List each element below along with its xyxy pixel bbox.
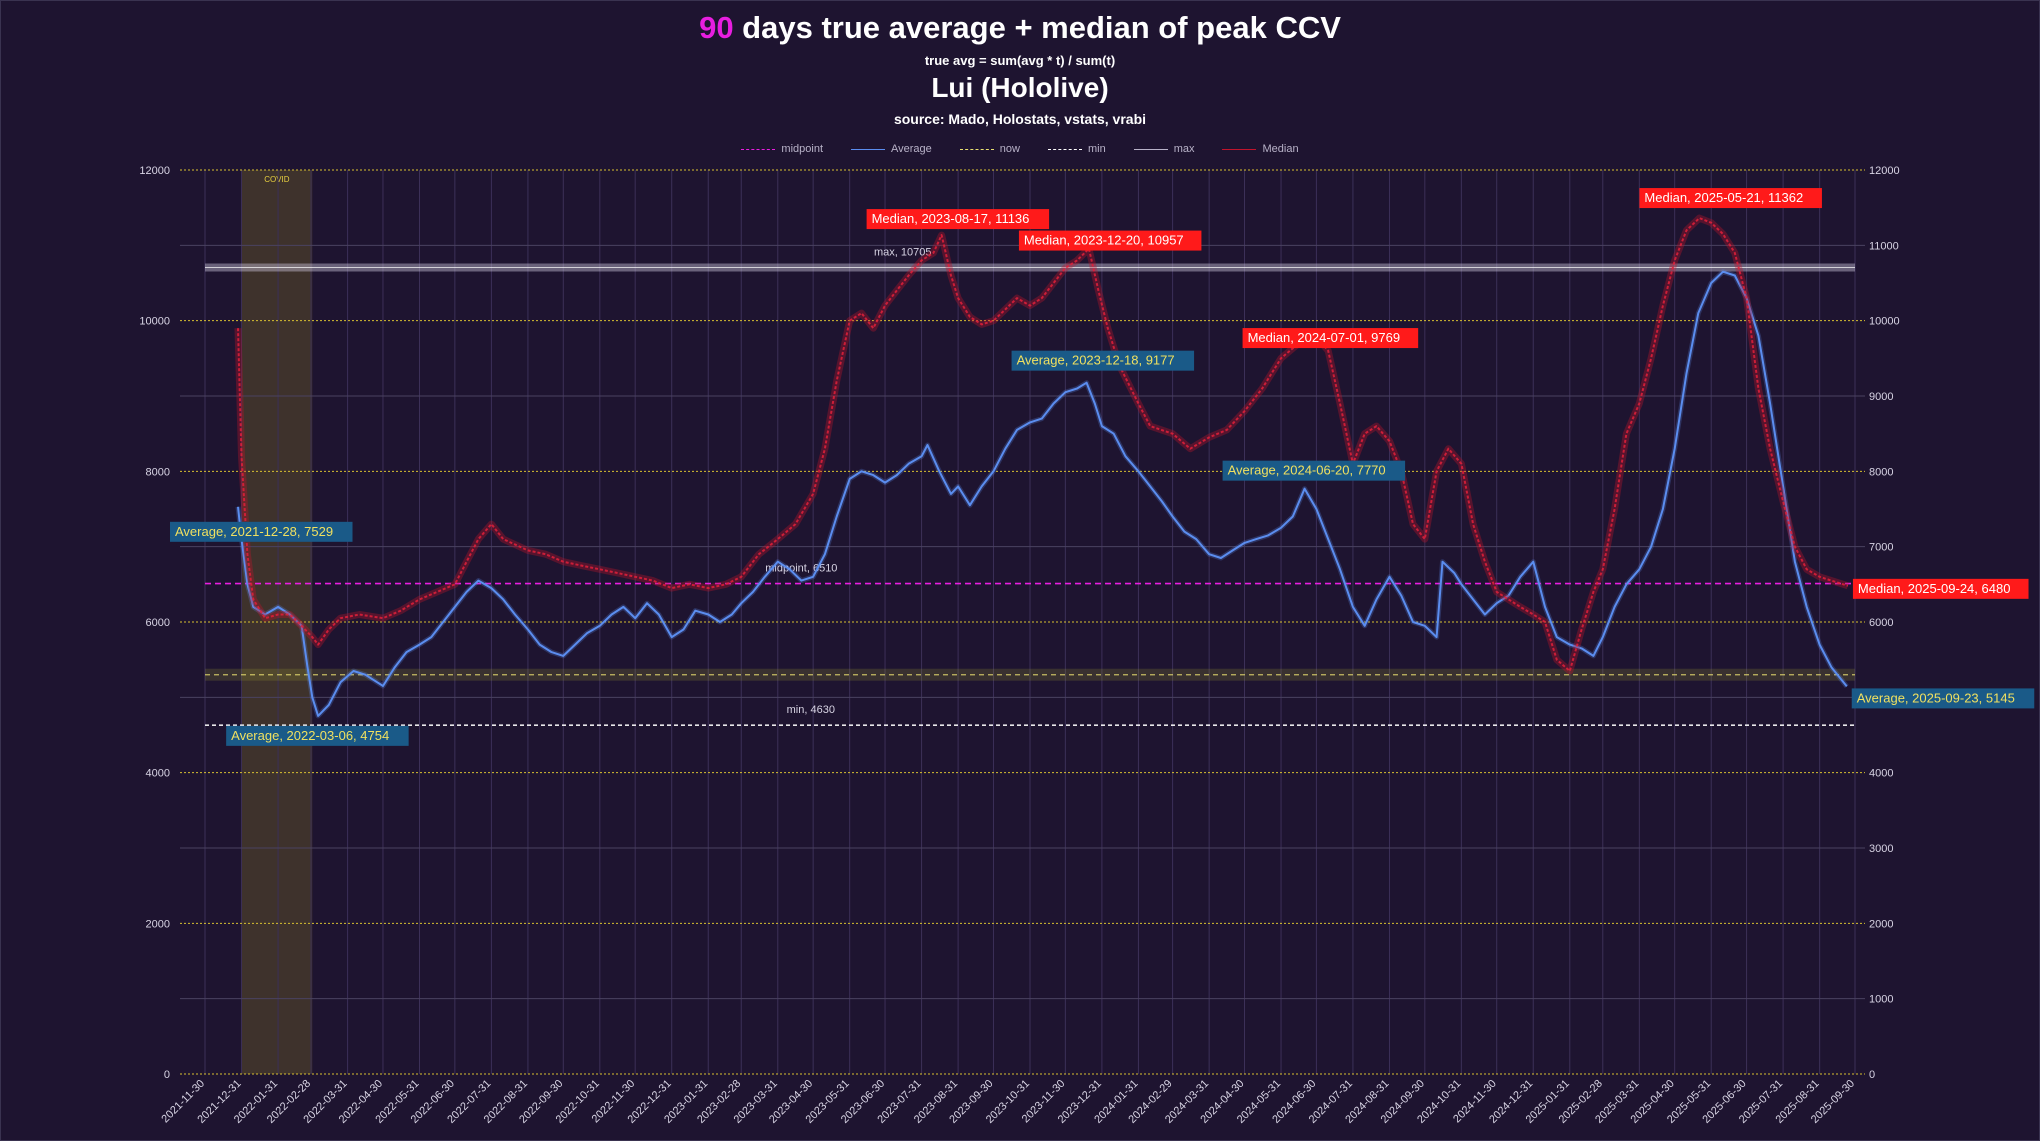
- y-tick-label-right: 2000: [1869, 918, 1893, 930]
- annotation-box: [1639, 188, 1822, 209]
- legend-item-midpoint: midpoint: [741, 141, 823, 157]
- legend-swatch: [741, 148, 776, 150]
- y-tick-label-left: 4000: [146, 768, 170, 780]
- min-label: min, 4630: [787, 704, 835, 716]
- y-tick-label-right: 8000: [1869, 466, 1893, 478]
- y-tick-label-right: 3000: [1869, 843, 1893, 855]
- max-label: max, 10705: [874, 247, 931, 259]
- chart-subject: Lui (Hololive): [931, 72, 1109, 103]
- covid-band-label: COVID: [264, 175, 290, 184]
- median-series-line: [237, 217, 1849, 672]
- y-tick-label-right: 10000: [1869, 316, 1900, 328]
- annotation-label: Median, 2025-05-21, 11362: [1644, 190, 1803, 205]
- y-tick-label-right: 9000: [1869, 391, 1893, 403]
- annotation-box: [226, 725, 409, 746]
- annotation-box: [866, 209, 1050, 230]
- y-tick-label-right: 6000: [1869, 617, 1893, 629]
- legend-label: Average: [891, 143, 932, 155]
- annotation-label: Average, 2023-12-18, 9177: [1017, 353, 1175, 368]
- annotation-box: [1018, 230, 1202, 251]
- legend-item-median: Median: [1222, 141, 1299, 157]
- average-series-line: [237, 270, 1848, 717]
- chart-source: source: Mado, Holostats, vstats, vrabi: [893, 111, 1147, 127]
- annotation-label: Average, 2024-06-20, 7770: [1228, 463, 1386, 478]
- chart-legend: midpoint Average now min max Median: [0, 141, 2040, 157]
- annotation-label: Median, 2023-08-17, 11136: [872, 211, 1030, 226]
- legend-label: now: [999, 143, 1020, 155]
- title-highlight: 90: [699, 10, 734, 45]
- legend-item-average: Average: [851, 141, 932, 157]
- legend-swatch: [1133, 148, 1168, 150]
- legend-swatch: [851, 148, 885, 150]
- y-tick-label-left: 10000: [139, 316, 170, 328]
- title-rest: days true average + median of peak CCV: [733, 10, 1341, 45]
- annotation-label: Median, 2023-12-20, 10957: [1024, 233, 1184, 248]
- median-series-glow: [234, 214, 1849, 675]
- y-tick-label-left: 0: [164, 1069, 170, 1081]
- annotation-box: [170, 521, 353, 542]
- y-tick-label-right: 12000: [1869, 165, 1900, 177]
- now-band: [205, 668, 1855, 681]
- annotation-box: [1222, 460, 1406, 481]
- legend-label: Median: [1262, 143, 1299, 155]
- average-series-glow: [235, 269, 1849, 719]
- y-tick-label-right: 11000: [1869, 240, 1899, 252]
- y-tick-label-right: 4000: [1869, 768, 1893, 780]
- legend-item-max: max: [1133, 141, 1195, 157]
- legend-label: min: [1087, 143, 1106, 155]
- annotation-label: Average, 2025-09-23, 5145: [1857, 690, 2015, 705]
- legend-label: midpoint: [781, 143, 823, 155]
- legend-label: max: [1173, 143, 1195, 155]
- legend-swatch: [1047, 148, 1082, 150]
- annotation-box: [1851, 688, 2035, 709]
- chart-title: 90 days true average + median of peak CC…: [0, 10, 2040, 46]
- annotation-box: [1011, 350, 1195, 371]
- y-tick-label-left: 12000: [139, 165, 170, 177]
- annotation-label: Median, 2024-07-01, 9769: [1248, 330, 1401, 345]
- y-tick-label-right: 7000: [1869, 542, 1893, 554]
- annotation-box: [1852, 578, 2029, 599]
- annotation-label: Median, 2025-09-24, 6480: [1858, 581, 2011, 596]
- y-tick-label-left: 8000: [146, 466, 170, 478]
- chart-formula: true avg = sum(avg * t) / sum(t): [924, 53, 1116, 68]
- legend-swatch: [1222, 148, 1257, 150]
- y-tick-label-left: 6000: [146, 617, 170, 629]
- annotation-label: Average, 2022-03-06, 4754: [231, 728, 389, 743]
- legend-swatch: [959, 148, 994, 150]
- legend-item-min: min: [1047, 141, 1106, 157]
- y-tick-label-right: 1000: [1869, 994, 1893, 1006]
- annotation-box: [1242, 328, 1419, 349]
- y-tick-label-right: 0: [1869, 1069, 1875, 1081]
- y-tick-label-left: 2000: [146, 918, 170, 930]
- annotation-label: Average, 2021-12-28, 7529: [175, 524, 333, 539]
- legend-item-now: now: [959, 141, 1020, 157]
